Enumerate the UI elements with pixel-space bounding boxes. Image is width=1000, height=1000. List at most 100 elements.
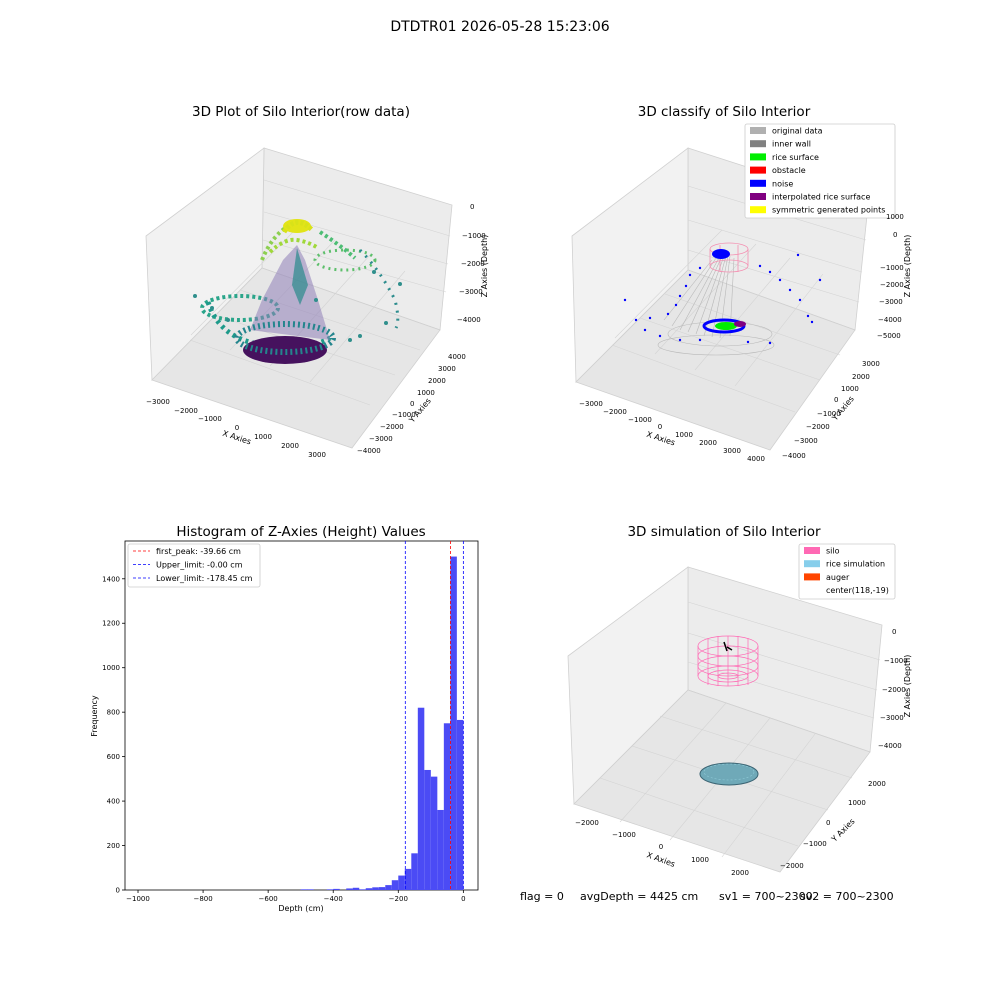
histogram-ytick-label: 800 — [107, 709, 120, 717]
histogram-ytick-label: 1400 — [102, 575, 120, 583]
classify-ytick: 1000 — [841, 385, 859, 393]
histogram-bar — [359, 889, 366, 890]
legend-label: noise — [772, 179, 793, 188]
raw-xtick: −1000 — [198, 415, 222, 423]
classify-plot-title: 3D classify of Silo Interior — [638, 104, 811, 120]
sim-ytick: 1000 — [848, 799, 866, 807]
classify-zticks: 1000 0 −1000 −2000 −3000 −4000 −5000 — [877, 213, 904, 340]
legend-label: symmetric generated points — [772, 206, 885, 215]
sim-legend: silo rice simulation auger center(118,-19) — [798, 543, 896, 600]
sim-ztick: −2000 — [882, 686, 906, 694]
raw-ztick: −1000 — [462, 232, 486, 240]
histogram-xtick-label: −200 — [389, 895, 408, 903]
classify-xtick: 4000 — [747, 455, 765, 463]
raw-yticks: 4000 3000 2000 1000 0 −1000 −2000 −3000 … — [357, 353, 466, 455]
legend-label: rice surface — [772, 153, 819, 162]
classify-xtick: −3000 — [579, 400, 603, 408]
histogram-xtick-label: −400 — [324, 895, 343, 903]
histogram-bar — [404, 868, 412, 890]
raw-ytick: 3000 — [438, 365, 456, 373]
classify-legend-box — [744, 123, 896, 219]
histogram-legend: first_peak: -39.66 cm Upper_limit: -0.00 … — [127, 543, 261, 588]
histogram-bar — [352, 887, 360, 890]
histogram-ytick-label: 600 — [107, 753, 120, 761]
sim-ztick: −4000 — [878, 742, 902, 750]
legend-swatch — [750, 206, 766, 214]
histogram-legend-box — [127, 543, 261, 588]
histogram-xtick-label: −1000 — [126, 895, 150, 903]
sim-silo-mesh — [697, 635, 759, 687]
raw-floor-ring — [234, 321, 336, 355]
classify-floor-pane — [575, 269, 856, 451]
raw-zticks: 0 −1000 −2000 −3000 −4000 — [457, 203, 486, 324]
raw-xtick: 3000 — [308, 451, 326, 459]
histogram-ytick-label: 200 — [107, 842, 120, 850]
histogram-bar — [307, 889, 314, 890]
legend-label: interpolated rice surface — [772, 193, 870, 202]
histogram-legend-label: Lower_limit: -178.45 cm — [156, 574, 253, 583]
histogram-legend-items: first_peak: -39.66 cm Upper_limit: -0.00 … — [133, 547, 253, 583]
legend-swatch — [750, 153, 766, 161]
sim-xtick: 1000 — [691, 856, 709, 864]
legend-swatch — [750, 179, 766, 187]
sim-ytick: 2000 — [868, 780, 886, 788]
raw-ytick: −4000 — [357, 447, 381, 455]
sim-xtick: 0 — [659, 843, 663, 851]
raw-peak-points — [268, 219, 320, 254]
raw-ytick: −1000 — [392, 411, 416, 419]
status-line: flag = 0 avgDepth = 4425 cm sv1 = 700~23… — [520, 890, 894, 903]
legend-swatch — [750, 166, 766, 174]
raw-ztick: 0 — [470, 203, 474, 211]
sim-legend-items: silo rice simulation auger center(118,-19) — [804, 547, 889, 595]
histogram-legend-label: Upper_limit: -0.00 cm — [156, 561, 243, 570]
classify-xticks: −3000 −2000 −1000 0 1000 2000 3000 4000 — [579, 400, 765, 463]
raw-cone-core — [292, 248, 308, 305]
histogram-bar — [411, 853, 418, 890]
sim-legend-box — [798, 543, 896, 600]
legend-label: center(118,-19) — [826, 586, 889, 595]
classify-ztick: −5000 — [877, 332, 901, 340]
histogram-ytick-label: 0 — [116, 887, 120, 895]
raw-ytick: 2000 — [428, 377, 446, 385]
histogram-plot: Histogram of Z-Axies (Height) Values −10… — [90, 524, 479, 913]
legend-swatch — [804, 573, 820, 581]
classify-xtick: −2000 — [603, 408, 627, 416]
classify-ztick: −2000 — [880, 281, 904, 289]
histogram-yticks: 0 200 400 600 800 1000 1200 1400 — [102, 575, 125, 895]
classify-ytick: −3000 — [794, 437, 818, 445]
raw-plot-title: 3D Plot of Silo Interior(row data) — [192, 104, 410, 120]
sim-ztick: 0 — [892, 628, 896, 636]
raw-ytick: 4000 — [448, 353, 466, 361]
classify-ytick: 2000 — [852, 373, 870, 381]
raw-ztick: −4000 — [457, 316, 481, 324]
sim-grid — [599, 601, 881, 858]
raw-ytick: 0 — [410, 400, 414, 408]
histogram-bar — [333, 888, 340, 890]
sim-xtick: −1000 — [612, 831, 636, 839]
legend-label: silo — [826, 547, 840, 556]
sim-ytick: −2000 — [780, 862, 804, 870]
histogram-bars — [300, 556, 464, 890]
legend-label: auger — [826, 573, 850, 582]
raw-ztick: −2000 — [461, 260, 485, 268]
classify-xtick: 0 — [658, 423, 662, 431]
classify-ztick: −3000 — [879, 298, 903, 306]
raw-xtick: 1000 — [254, 433, 272, 441]
status-sv1: sv1 = 700~2300 — [719, 890, 813, 903]
sim-zlabel: Z Axies (Depth) — [903, 655, 912, 718]
histogram-bar — [378, 887, 386, 890]
classify-ztick: −4000 — [878, 316, 902, 324]
status-avg-depth: avgDepth = 4425 cm — [580, 890, 698, 903]
histogram-reference-lines — [404, 541, 464, 890]
sim-zticks: 0 −1000 −2000 −3000 −4000 — [878, 628, 908, 750]
raw-xtick: 2000 — [281, 442, 299, 450]
histogram-bar — [430, 776, 438, 890]
raw-zlabel: Z Axies (Depth) — [480, 235, 489, 298]
sim-center-marker — [723, 641, 733, 652]
status-sv2: sv2 = 700~2300 — [800, 890, 894, 903]
classify-ytick: −4000 — [782, 452, 806, 460]
histogram-ytick-label: 1000 — [102, 664, 120, 672]
status-flag: flag = 0 — [520, 890, 564, 903]
sim-xticks: −2000 −1000 0 1000 2000 — [575, 819, 749, 877]
raw-3d-plot: 3D Plot of Silo Interior(row data) — [145, 104, 489, 459]
